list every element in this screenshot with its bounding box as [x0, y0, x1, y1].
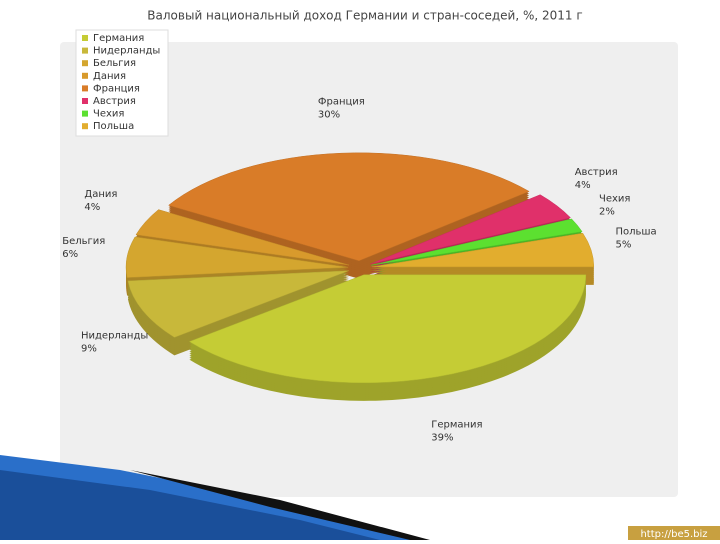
- slice-label: Дания: [84, 189, 117, 200]
- slice: [370, 194, 571, 265]
- legend-swatch: [82, 85, 88, 92]
- slice: [125, 236, 349, 278]
- legend-swatch: [82, 35, 88, 41]
- slice-label: Австрия: [575, 167, 618, 178]
- slice: [371, 218, 583, 266]
- legend-label: Нидерланды: [93, 46, 160, 57]
- watermark: http://be5.biz: [640, 529, 707, 540]
- slice: [168, 152, 530, 262]
- chart-title: Валовый национальный доход Германии и ст…: [147, 9, 582, 23]
- legend-swatch: [82, 123, 88, 130]
- slice: [188, 274, 587, 384]
- legend-label: Франция: [93, 83, 140, 94]
- decor-swoosh: [130, 470, 430, 540]
- slice-value-label: 30%: [318, 109, 340, 120]
- legend-label: Австрия: [93, 96, 136, 107]
- slice-value-label: 4%: [575, 180, 591, 191]
- legend-swatch: [82, 60, 88, 67]
- legend-swatch: [82, 98, 88, 104]
- watermark-bg: [628, 526, 720, 540]
- slice: [371, 232, 595, 268]
- legend-swatch: [82, 47, 88, 54]
- legend-label: Германия: [93, 33, 144, 44]
- legend-label: Бельгия: [93, 58, 136, 69]
- legend-label: Польша: [93, 121, 134, 132]
- slice: [135, 209, 350, 266]
- legend-label: Дания: [93, 71, 126, 82]
- slice-value-label: 4%: [84, 202, 100, 213]
- decor-swoosh: [0, 470, 380, 540]
- slice-value-label: 5%: [615, 239, 631, 250]
- slice-label: Нидерланды: [81, 331, 148, 342]
- slice-label: Франция: [318, 96, 365, 107]
- slice-label: Германия: [431, 420, 482, 431]
- slice-label: Чехия: [599, 193, 630, 204]
- slice-label: Бельгия: [62, 236, 105, 247]
- slice: [127, 270, 349, 338]
- slice-value-label: 2%: [599, 206, 615, 217]
- slice-label: Польша: [615, 226, 656, 237]
- legend-swatch: [82, 72, 88, 79]
- legend-label: Чехия: [93, 109, 124, 120]
- legend: [75, 29, 169, 137]
- slice-value-label: 6%: [62, 249, 78, 260]
- pie: [125, 152, 595, 401]
- slice-value-label: 9%: [81, 344, 97, 355]
- legend-swatch: [82, 110, 88, 117]
- slice-value-label: 39%: [431, 433, 453, 444]
